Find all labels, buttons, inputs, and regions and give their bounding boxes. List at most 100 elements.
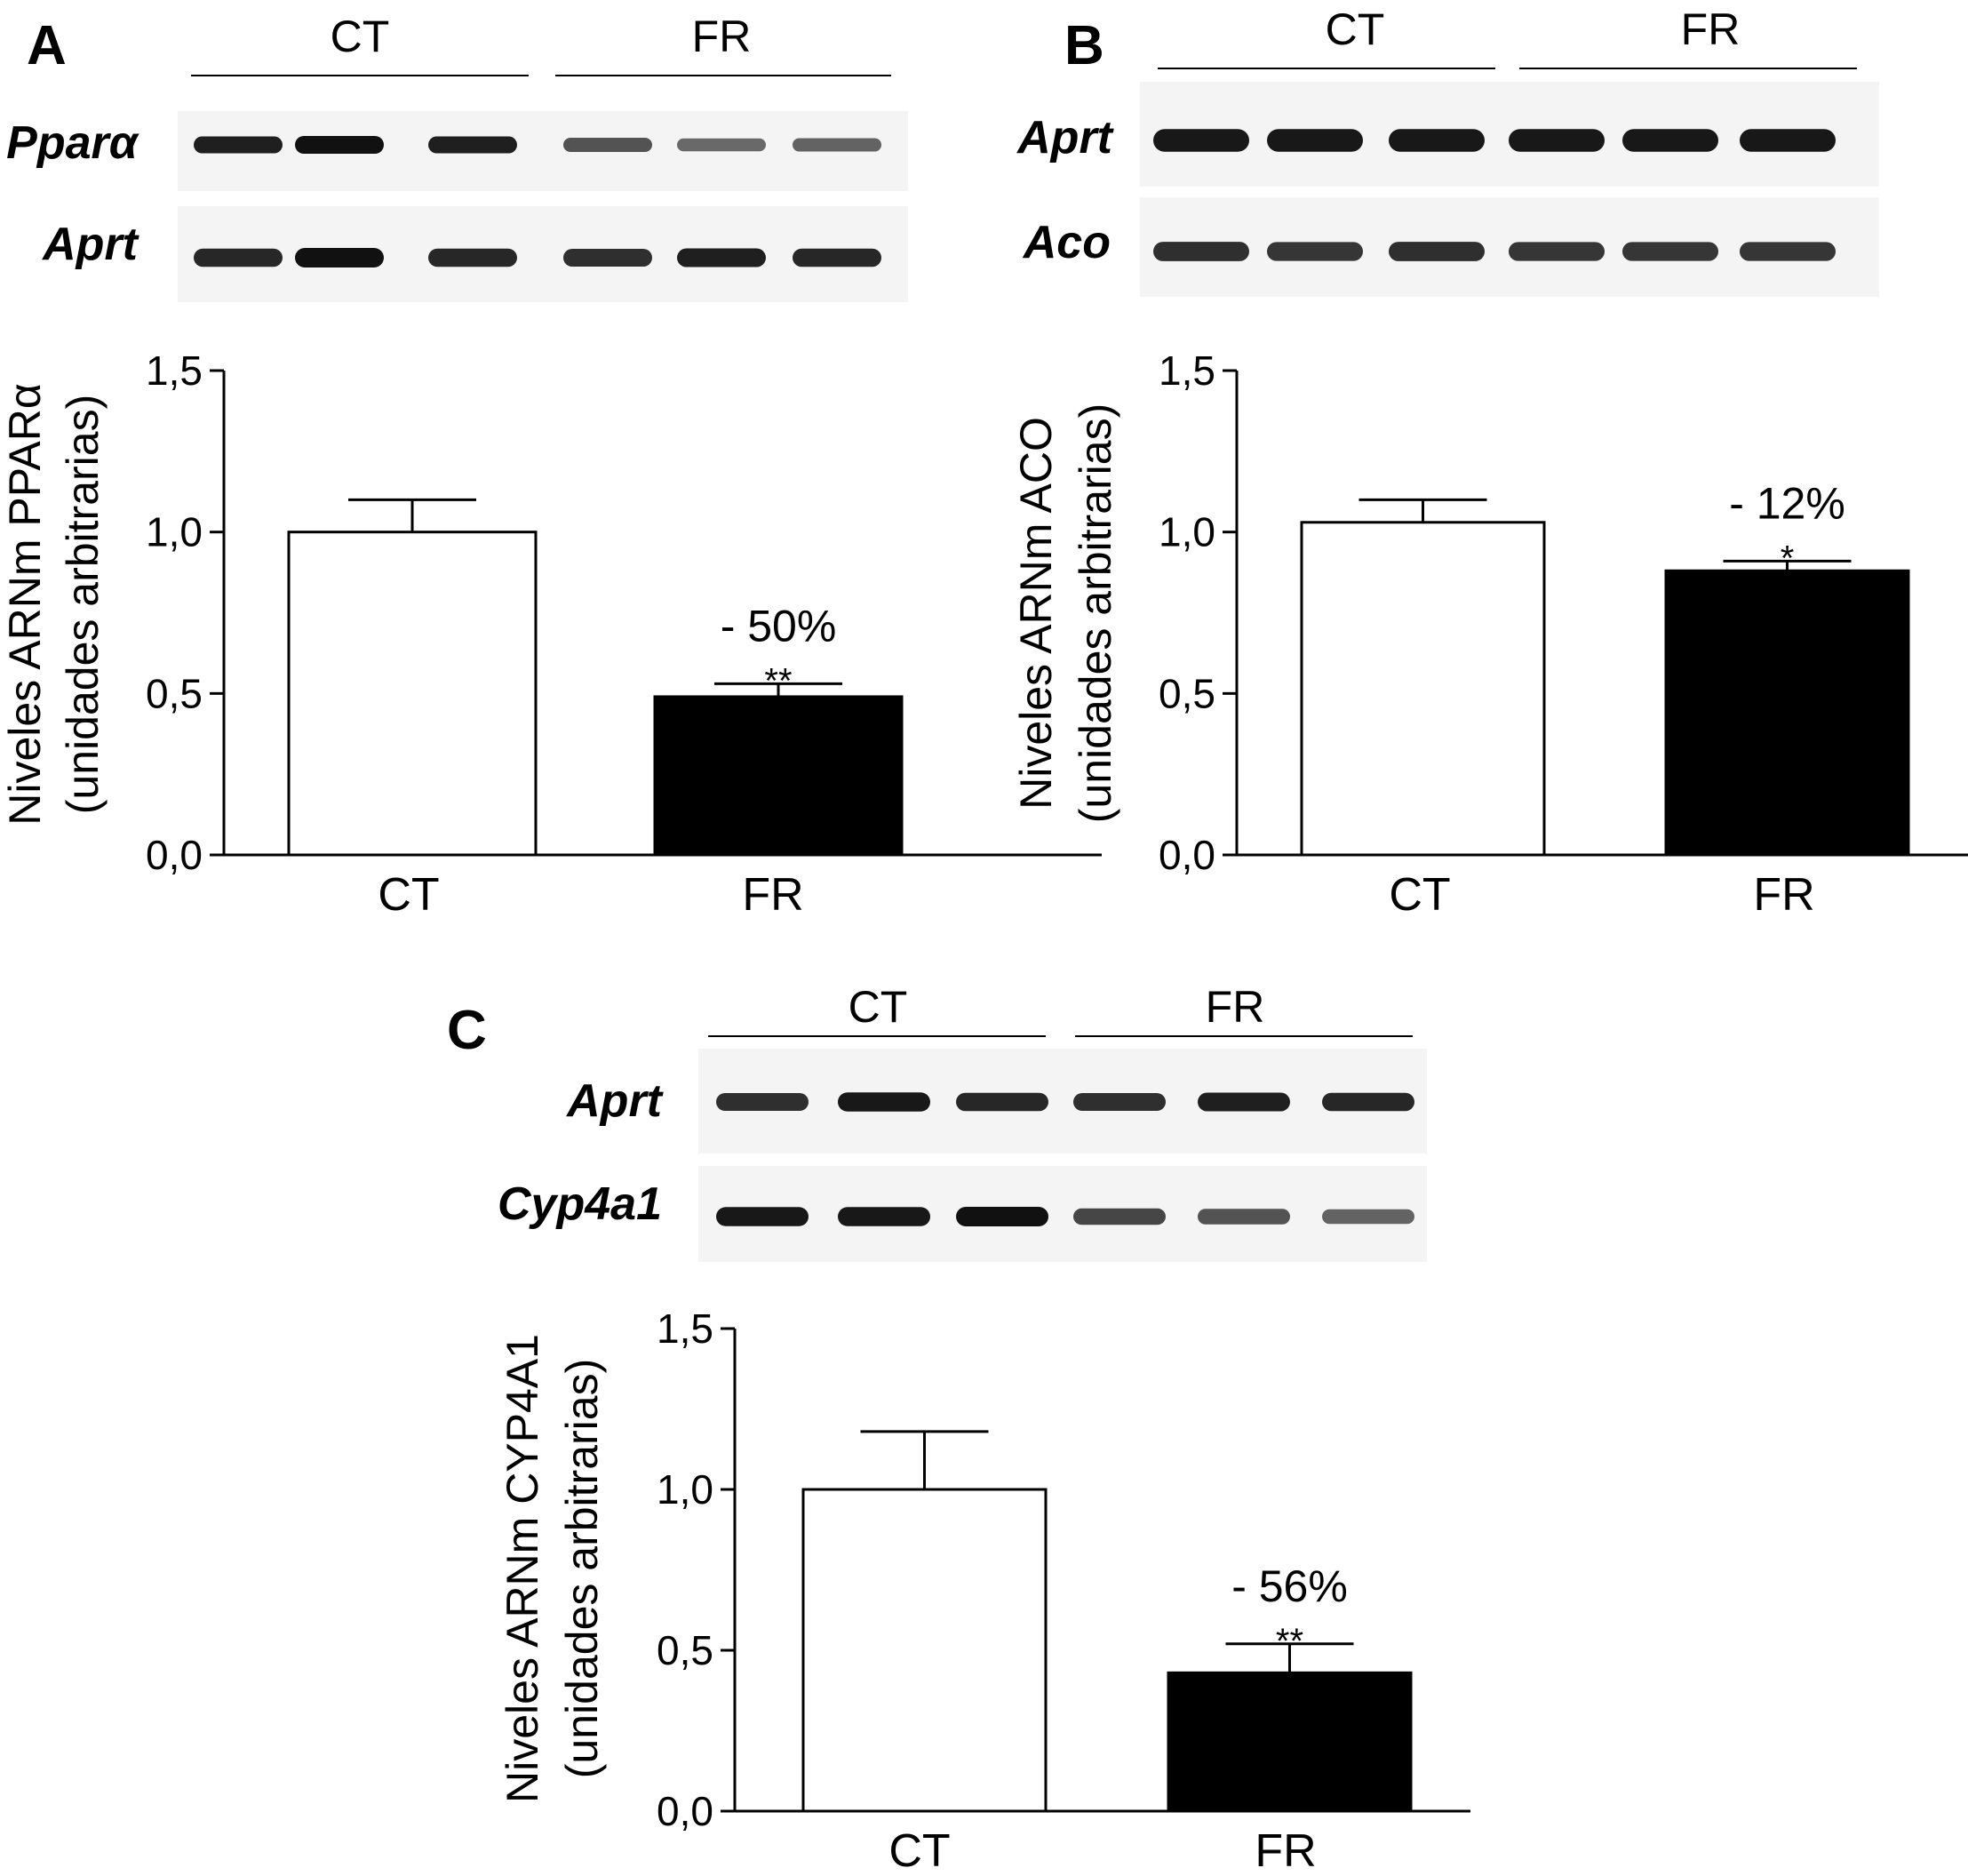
y-axis-label-line2: (unidades arbitrarias) bbox=[557, 1359, 607, 1778]
y-tick-label: 1,0 bbox=[146, 509, 203, 555]
gel-band bbox=[716, 1092, 809, 1112]
y-axis-label-line2: (unidades arbitrarias) bbox=[1071, 403, 1120, 823]
bar-chart: Niveles ARNm PPARα (unidades arbitrarias… bbox=[0, 347, 1102, 921]
gel-band bbox=[1509, 129, 1605, 152]
gel-band bbox=[1622, 129, 1718, 152]
gel-band bbox=[677, 248, 766, 267]
gel-group-label-ct: CT bbox=[1326, 4, 1385, 54]
panel-letter: B bbox=[1064, 15, 1104, 76]
gel-band bbox=[563, 138, 652, 152]
gel-band bbox=[1198, 1209, 1290, 1225]
gel-bands bbox=[716, 1092, 1414, 1112]
significance-marker: * bbox=[1781, 539, 1795, 578]
gel-row: Aprt bbox=[41, 206, 908, 302]
gel-band bbox=[563, 248, 652, 267]
y-axis-label-line2: (unidades arbitrarias) bbox=[58, 395, 108, 814]
gel-band bbox=[194, 136, 283, 154]
gel-band bbox=[295, 136, 384, 154]
gel-strip bbox=[698, 1166, 1427, 1262]
y-tick-label: 1,5 bbox=[146, 347, 203, 394]
gel-band bbox=[1622, 242, 1718, 261]
gel-bands bbox=[194, 136, 881, 154]
panel-a: A CT FR Pparα Aprt Niveles ARNm PPARα (u… bbox=[0, 12, 1102, 921]
x-category-label: FR bbox=[1753, 869, 1814, 921]
gene-label: Aprt bbox=[565, 1075, 665, 1127]
percent-change-label: - 50% bbox=[721, 601, 837, 651]
y-tick-label: 0,0 bbox=[1159, 832, 1215, 878]
gel-band bbox=[1740, 129, 1836, 152]
gene-label: Aprt bbox=[1016, 112, 1115, 164]
panel-letter: A bbox=[27, 15, 67, 76]
gel-band bbox=[1153, 129, 1249, 152]
gel-bands bbox=[194, 248, 881, 267]
gel-band bbox=[1389, 129, 1485, 152]
gel-group-label-ct: CT bbox=[331, 12, 390, 61]
significance-marker: ** bbox=[1276, 1622, 1303, 1661]
gel-band bbox=[716, 1207, 809, 1226]
gene-label: Aprt bbox=[41, 219, 140, 270]
x-category-label: CT bbox=[1389, 869, 1450, 921]
panel-c: C CT FR Aprt Cyp4a1 Niveles ARNm CYP4A1 … bbox=[447, 982, 1470, 1876]
y-tick-label: 0,5 bbox=[657, 1627, 713, 1673]
x-category-label: CT bbox=[378, 869, 439, 921]
gel-group-label-fr: FR bbox=[1206, 982, 1265, 1032]
panel-letter: C bbox=[447, 1000, 487, 1061]
gel-bands bbox=[716, 1207, 1414, 1226]
gel-band bbox=[1198, 1092, 1290, 1112]
gel-blot: CT FR Aprt Aco bbox=[1016, 4, 1879, 297]
gel-band bbox=[956, 1207, 1048, 1226]
bar-fr bbox=[653, 695, 904, 857]
x-category-label: FR bbox=[1255, 1825, 1316, 1876]
gel-blot: CT FR Aprt Cyp4a1 bbox=[498, 982, 1427, 1262]
gel-band bbox=[194, 248, 283, 267]
bar-ct bbox=[801, 1488, 1048, 1813]
x-category-label: FR bbox=[742, 869, 803, 921]
y-tick-label: 0,0 bbox=[146, 832, 203, 878]
gel-row: Pparα bbox=[6, 111, 908, 191]
gel-row: Cyp4a1 bbox=[498, 1166, 1427, 1262]
gel-band bbox=[1740, 242, 1836, 261]
y-tick-label: 1,0 bbox=[657, 1466, 713, 1513]
y-axis-label-line1: Niveles ARNm CYP4A1 bbox=[498, 1334, 547, 1803]
percent-change-label: - 56% bbox=[1231, 1561, 1348, 1611]
gel-band bbox=[1153, 242, 1249, 261]
x-category-label: CT bbox=[888, 1825, 950, 1876]
gel-bands bbox=[1153, 242, 1836, 261]
percent-change-label: - 12% bbox=[1729, 478, 1845, 528]
bar-chart: Niveles ARNm CYP4A1 (unidades arbitraria… bbox=[498, 1305, 1470, 1876]
gel-row: Aprt bbox=[1016, 82, 1879, 187]
bar-fr bbox=[1167, 1671, 1413, 1813]
gel-group-label-fr: FR bbox=[692, 12, 752, 61]
gel-row: Aco bbox=[1022, 197, 1879, 297]
gel-band bbox=[793, 138, 881, 152]
y-tick-label: 0,5 bbox=[146, 670, 203, 716]
gel-band bbox=[793, 248, 881, 267]
gene-label: Aco bbox=[1022, 217, 1111, 268]
y-tick-label: 1,5 bbox=[1159, 347, 1215, 394]
panel-b: B CT FR Aprt Aco Niveles ARNm ACO (unida… bbox=[1011, 4, 1968, 921]
gel-band bbox=[1267, 129, 1363, 152]
gel-bands bbox=[1153, 129, 1836, 152]
gel-band bbox=[428, 136, 517, 154]
gel-row: Aprt bbox=[565, 1049, 1427, 1154]
significance-marker: ** bbox=[764, 661, 792, 700]
gene-label: Cyp4a1 bbox=[498, 1178, 662, 1230]
bar-fr bbox=[1664, 569, 1910, 857]
gel-band bbox=[1267, 242, 1363, 261]
y-tick-label: 0,0 bbox=[657, 1788, 713, 1834]
bar-ct bbox=[287, 531, 538, 857]
y-axis-label-line1: Niveles ARNm PPARα bbox=[0, 383, 50, 826]
gel-band bbox=[1389, 242, 1485, 261]
gel-band bbox=[1073, 1092, 1166, 1112]
y-tick-label: 1,0 bbox=[1159, 509, 1215, 555]
gel-band bbox=[956, 1092, 1048, 1112]
y-tick-label: 0,5 bbox=[1159, 670, 1215, 716]
y-axis-label-line1: Niveles ARNm ACO bbox=[1011, 417, 1061, 810]
gel-blot: CT FR Pparα Aprt bbox=[6, 12, 908, 302]
gene-label: Pparα bbox=[6, 117, 140, 169]
y-tick-label: 1,5 bbox=[657, 1305, 713, 1352]
gel-band bbox=[1073, 1208, 1166, 1225]
gel-band bbox=[295, 248, 384, 267]
gel-band bbox=[428, 248, 517, 267]
